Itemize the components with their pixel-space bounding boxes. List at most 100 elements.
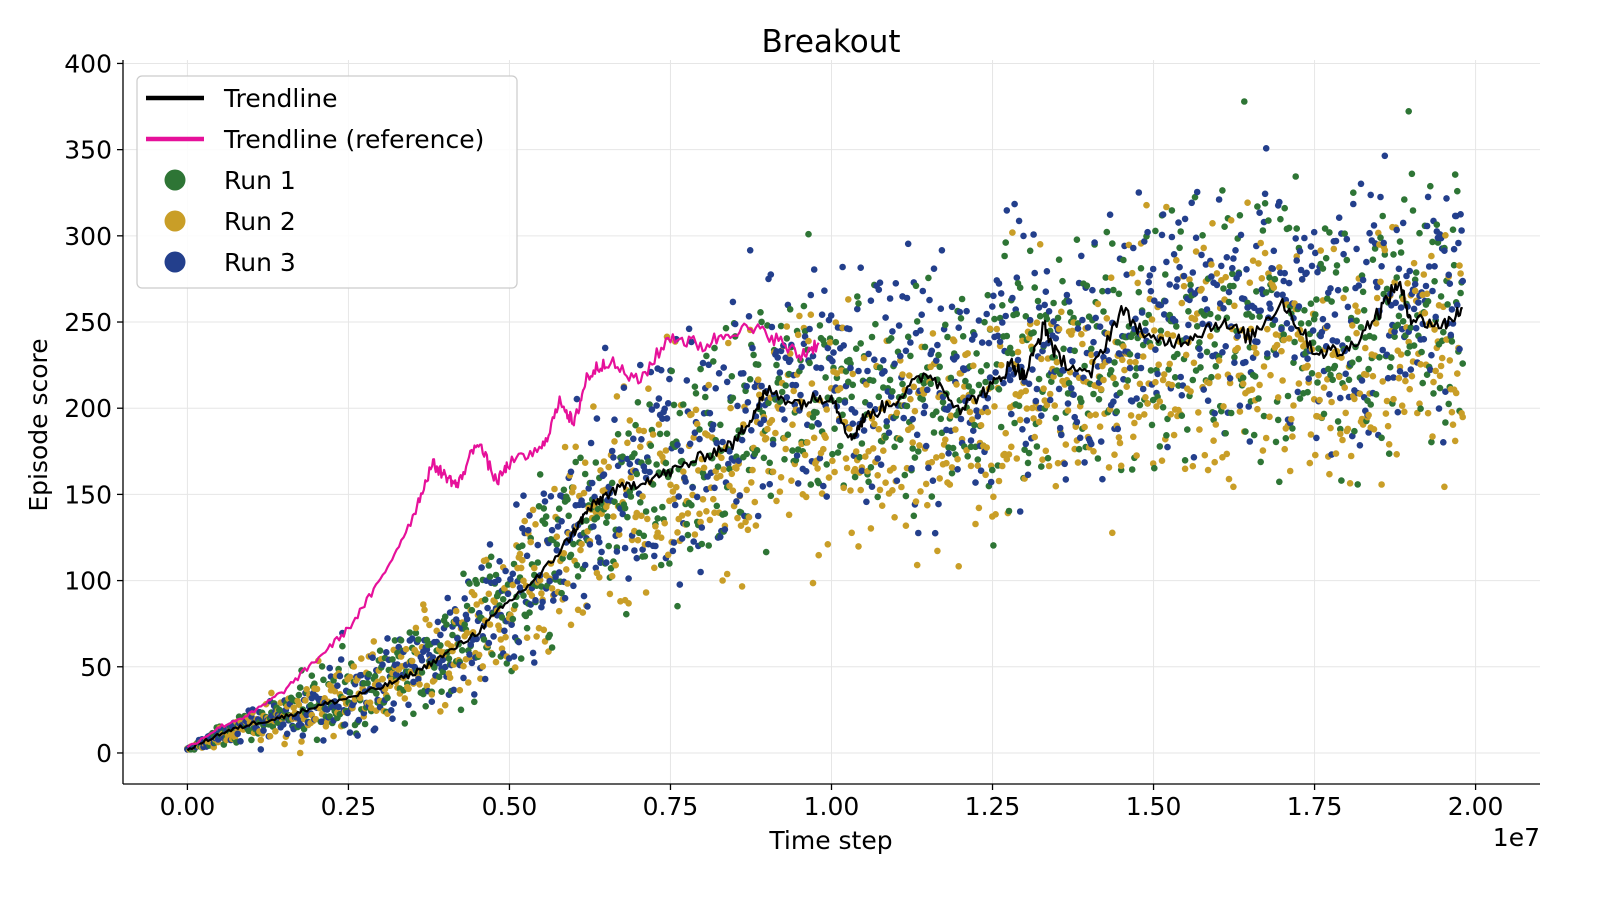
run-2-point — [1030, 415, 1037, 422]
run-2-point — [1181, 465, 1189, 473]
run-3-point — [675, 493, 682, 500]
run-2-point — [966, 408, 974, 416]
run-3-point — [513, 501, 520, 508]
run-3-point — [410, 678, 417, 686]
run-1-point — [339, 642, 346, 650]
run-2-point — [295, 701, 303, 708]
run-2-point — [889, 487, 896, 494]
run-1-point — [869, 377, 877, 385]
run-2-point — [1182, 351, 1190, 359]
run-3-point — [671, 501, 679, 509]
run-2-point — [1120, 343, 1127, 350]
run-1-point — [910, 512, 918, 520]
run-2-point — [645, 385, 652, 393]
run-2-point — [1178, 299, 1186, 307]
run-2-point — [837, 385, 844, 392]
run-3-point — [1392, 299, 1399, 307]
run-1-point — [949, 444, 957, 452]
run-2-point — [379, 675, 386, 683]
run-3-point — [963, 307, 970, 315]
run-2-point — [1013, 455, 1021, 462]
run-2-point — [684, 510, 692, 517]
run-3-point — [1237, 231, 1245, 239]
run-1-point — [692, 390, 700, 397]
run-3-point — [478, 564, 485, 571]
run-3-point — [1024, 471, 1032, 479]
run-3-point — [598, 548, 605, 556]
run-1-point — [750, 351, 757, 359]
run-3-point — [1091, 239, 1098, 246]
run-1-point — [662, 459, 670, 467]
run-2-point — [809, 579, 817, 587]
run-2-point — [634, 536, 642, 544]
run-2-point — [1448, 408, 1456, 416]
run-1-point — [1405, 108, 1412, 115]
run-2-point — [1341, 384, 1348, 391]
run-2-point — [1053, 358, 1061, 366]
run-3-point — [1422, 282, 1430, 290]
run-1-point — [1328, 298, 1335, 305]
run-2-point — [855, 543, 862, 550]
run-1-point — [1024, 459, 1032, 467]
run-2-point — [1352, 302, 1359, 310]
run-2-point — [531, 564, 538, 572]
run-1-point — [1254, 203, 1261, 210]
run-2-point — [783, 323, 791, 330]
run-2-point — [536, 576, 544, 584]
run-3-point — [999, 319, 1006, 326]
run-3-point — [889, 328, 896, 335]
run-2-point — [974, 462, 982, 470]
run-3-point — [1428, 351, 1435, 359]
run-3-point — [743, 383, 750, 390]
run-2-point — [330, 732, 337, 740]
run-3-point — [1291, 354, 1298, 361]
run-2-point — [477, 675, 484, 682]
run-2-point — [1215, 357, 1223, 364]
run-1-point — [1002, 239, 1009, 246]
run-1-point — [947, 374, 955, 382]
run-2-point — [804, 439, 811, 446]
run-1-point — [1207, 310, 1214, 318]
run-2-point — [412, 624, 420, 632]
run-2-point — [840, 484, 847, 492]
run-2-point — [1280, 336, 1287, 344]
run-2-point — [874, 472, 881, 479]
run-1-point — [570, 540, 577, 548]
run-2-point — [1208, 261, 1215, 268]
run-3-point — [384, 635, 391, 642]
run-3-point — [1038, 412, 1045, 420]
run-2-point — [1258, 275, 1266, 282]
x-tick-label: 1.25 — [965, 792, 1021, 821]
run-2-point — [1312, 451, 1319, 459]
run-2-point — [785, 511, 793, 519]
run-2-point — [743, 486, 750, 494]
run-3-point — [699, 359, 707, 367]
run-1-point — [1307, 300, 1315, 308]
run-1-point — [1055, 256, 1063, 264]
run-3-point — [774, 354, 781, 361]
run-1-point — [592, 459, 600, 466]
run-3-point — [821, 287, 828, 295]
run-3-point — [987, 478, 995, 486]
run-3-point — [1234, 332, 1241, 340]
run-2-point — [1210, 437, 1217, 445]
run-1-point — [1297, 320, 1305, 327]
run-2-point — [1100, 376, 1107, 384]
run-1-point — [1185, 308, 1192, 315]
run-1-point — [364, 679, 371, 687]
run-2-point — [693, 420, 701, 428]
run-2-point — [1411, 287, 1419, 295]
run-3-point — [989, 303, 996, 310]
run-1-point — [1365, 365, 1372, 373]
run-1-point — [852, 345, 860, 353]
run-1-point — [577, 454, 584, 462]
run-2-point — [1259, 447, 1267, 454]
run-2-point — [1169, 332, 1177, 339]
run-3-point — [1019, 426, 1026, 433]
run-1-point — [773, 361, 780, 369]
run-2-point — [1260, 363, 1268, 370]
run-1-point — [1009, 350, 1016, 357]
run-1-point — [1022, 313, 1030, 320]
run-1-point — [858, 440, 866, 447]
